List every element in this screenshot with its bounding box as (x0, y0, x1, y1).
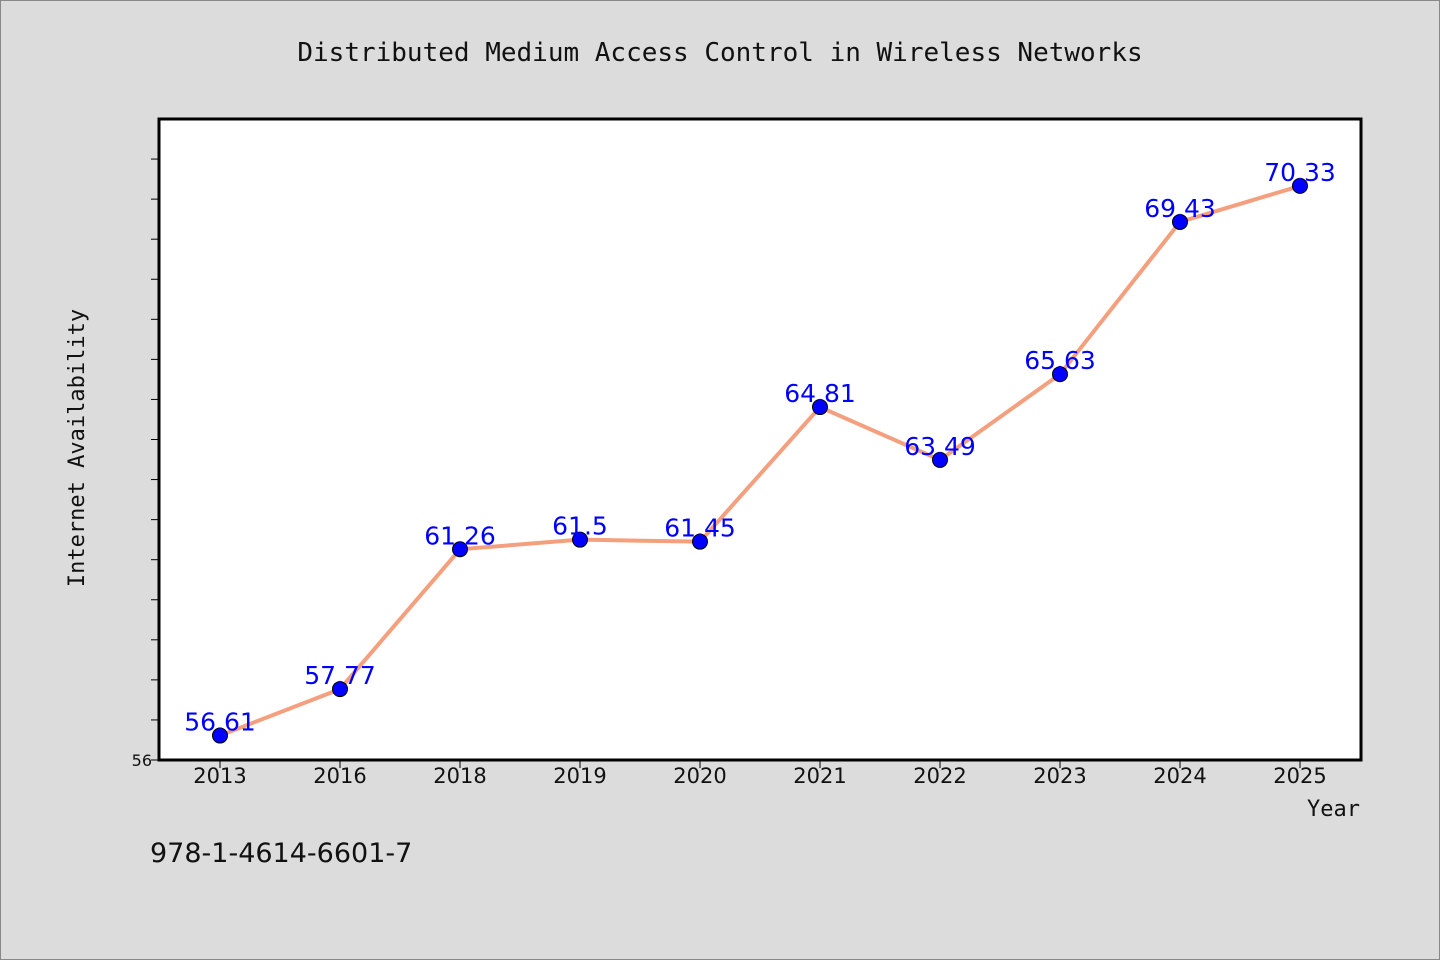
isbn-label: 978-1-4614-6601-7 (150, 838, 412, 869)
x-tick-label: 2018 (433, 764, 486, 788)
x-tick-label: 2020 (673, 764, 726, 788)
x-tick-label: 2024 (1153, 764, 1206, 788)
data-label: 65.63 (1024, 346, 1096, 375)
data-point (1172, 213, 1188, 230)
data-label: 64.81 (784, 379, 856, 408)
x-tick-label: 2023 (1033, 764, 1086, 788)
x-tick-label: 2019 (553, 764, 606, 788)
data-point (332, 681, 348, 698)
plot-area (157, 117, 1363, 762)
x-tick-label: 2022 (913, 764, 966, 788)
x-tick-label: 2013 (193, 764, 246, 788)
data-label: 61.5 (552, 512, 608, 541)
data-point (572, 531, 588, 548)
y-axis-ticks (151, 158, 159, 761)
x-tick-label: 2025 (1273, 764, 1326, 788)
series-line (218, 183, 1302, 738)
x-axis-label: Year (1307, 797, 1360, 822)
chart-title: Distributed Medium Access Control in Wir… (297, 38, 1142, 68)
x-tick-label: 2021 (793, 764, 846, 788)
y-tick-label-min: 56 (132, 751, 152, 770)
y-axis-label: Internet Availability (65, 309, 90, 587)
data-label: 70.33 (1264, 158, 1336, 187)
data-label: 56.61 (184, 708, 256, 737)
data-label: 61.45 (664, 514, 736, 543)
x-tick-label: 2016 (313, 764, 366, 788)
data-point (812, 399, 828, 416)
data-point (692, 533, 708, 550)
data-label: 69.43 (1144, 194, 1216, 223)
data-label: 57.77 (304, 661, 376, 690)
data-label: 63.49 (904, 432, 976, 461)
data-point (932, 451, 948, 468)
data-point (1052, 366, 1068, 383)
data-point (212, 727, 228, 744)
data-point (1292, 177, 1308, 194)
data-label: 61.26 (424, 521, 496, 550)
data-point (452, 541, 468, 558)
x-axis-ticks (219, 760, 1301, 768)
x-axis-tick-labels: 2013 2016 2018 2019 2020 2021 2022 2023 2024 2025 (193, 764, 1326, 788)
series-line-group: 56.61 57.77 61.26 61.5 61.45 64.81 63.49 65.63 6… (184, 158, 1336, 744)
